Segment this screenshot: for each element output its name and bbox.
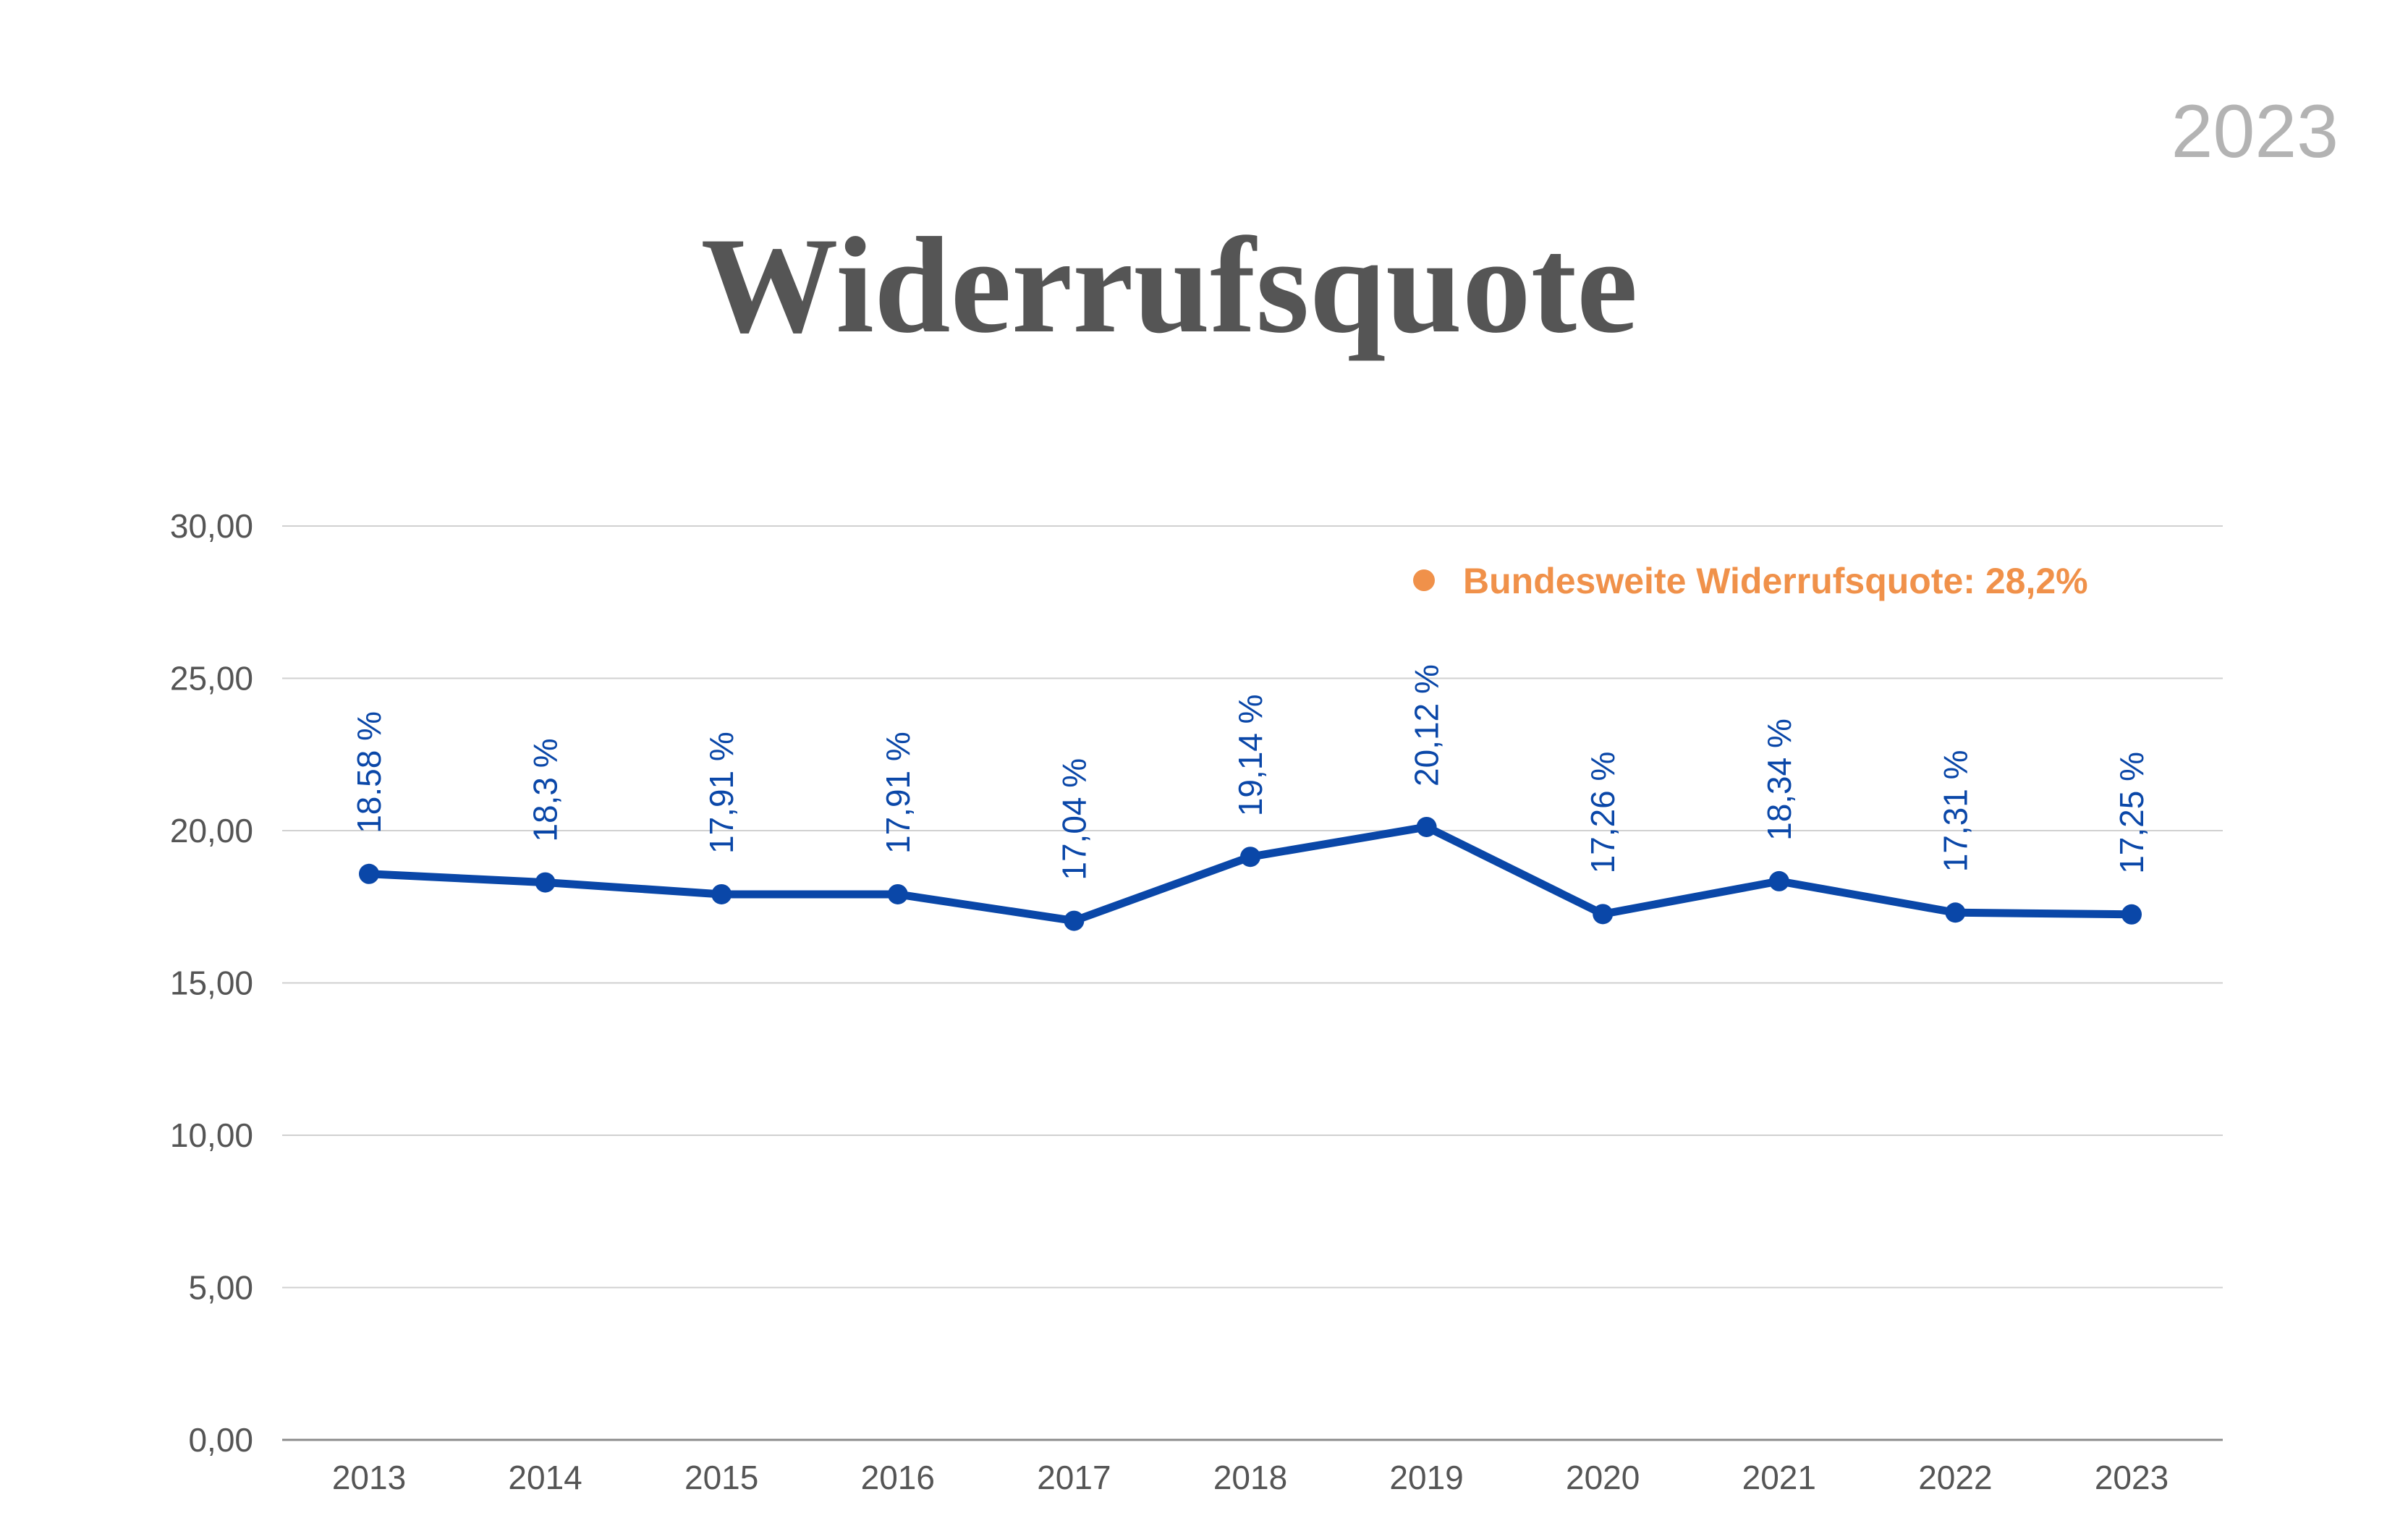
series xyxy=(359,816,2142,931)
x-tick-label: 2020 xyxy=(1566,1459,1640,1496)
series-line xyxy=(365,823,2136,925)
data-point xyxy=(1768,870,1789,891)
data-point xyxy=(359,863,379,884)
data-label: 17,91 % xyxy=(879,732,917,854)
y-axis-ticks: 0,00 5,00 10,00 15,00 20,00 25,00 30,00 xyxy=(170,507,253,1459)
data-point xyxy=(2121,904,2142,925)
year-badge: 2023 xyxy=(2171,90,2339,174)
data-point xyxy=(535,872,556,893)
x-tick-label: 2015 xyxy=(684,1459,758,1496)
x-tick-label: 2013 xyxy=(332,1459,406,1496)
y-tick-label: 5,00 xyxy=(188,1269,253,1307)
x-tick-label: 2018 xyxy=(1213,1459,1287,1496)
x-tick-label: 2021 xyxy=(1742,1459,1816,1496)
data-point xyxy=(1945,902,1966,923)
y-tick-label: 15,00 xyxy=(170,964,253,1002)
data-point xyxy=(1593,904,1614,925)
data-label: 17,31 % xyxy=(1936,750,1974,872)
x-tick-label: 2019 xyxy=(1389,1459,1463,1496)
x-tick-label: 2023 xyxy=(2095,1459,2169,1496)
x-tick-label: 2017 xyxy=(1037,1459,1111,1496)
data-label: 17,04 % xyxy=(1055,758,1093,881)
y-tick-label: 10,00 xyxy=(170,1116,253,1154)
x-axis-ticks: 2013 2014 2015 2016 2017 2018 2019 2020 2021 2022… xyxy=(332,1459,2169,1496)
y-tick-label: 0,00 xyxy=(188,1421,253,1459)
legend: Bundesweite Widerrufsquote: 28,2% xyxy=(1413,561,2088,601)
data-point xyxy=(1240,847,1260,868)
data-point xyxy=(1416,816,1437,837)
x-tick-label: 2014 xyxy=(508,1459,582,1496)
y-tick-label: 25,00 xyxy=(170,660,253,697)
data-label: 20,12 % xyxy=(1408,664,1446,786)
data-label: 17,26 % xyxy=(1584,752,1621,874)
data-label: 18.58 % xyxy=(350,711,388,834)
data-point xyxy=(1064,910,1085,931)
x-tick-label: 2016 xyxy=(861,1459,935,1496)
data-label: 18,3 % xyxy=(527,738,564,841)
chart-title: Widerrufsquote xyxy=(700,210,1638,362)
data-point xyxy=(887,883,908,904)
data-labels: 18.58 % 18,3 % 17,91 % 17,91 % 17,04 % 19,14 … xyxy=(350,664,2150,880)
legend-text: Bundesweite Widerrufsquote: 28,2% xyxy=(1463,561,2088,601)
data-point xyxy=(711,883,732,904)
data-label: 18,34 % xyxy=(1760,718,1798,841)
gridlines xyxy=(282,525,2223,1441)
y-tick-label: 30,00 xyxy=(170,507,253,545)
x-tick-label: 2022 xyxy=(1918,1459,1992,1496)
data-label: 17,91 % xyxy=(703,732,740,854)
legend-marker xyxy=(1413,569,1435,591)
data-label: 17,25 % xyxy=(2113,752,2150,874)
data-label: 19,14 % xyxy=(1231,694,1269,816)
y-tick-label: 20,00 xyxy=(170,812,253,849)
